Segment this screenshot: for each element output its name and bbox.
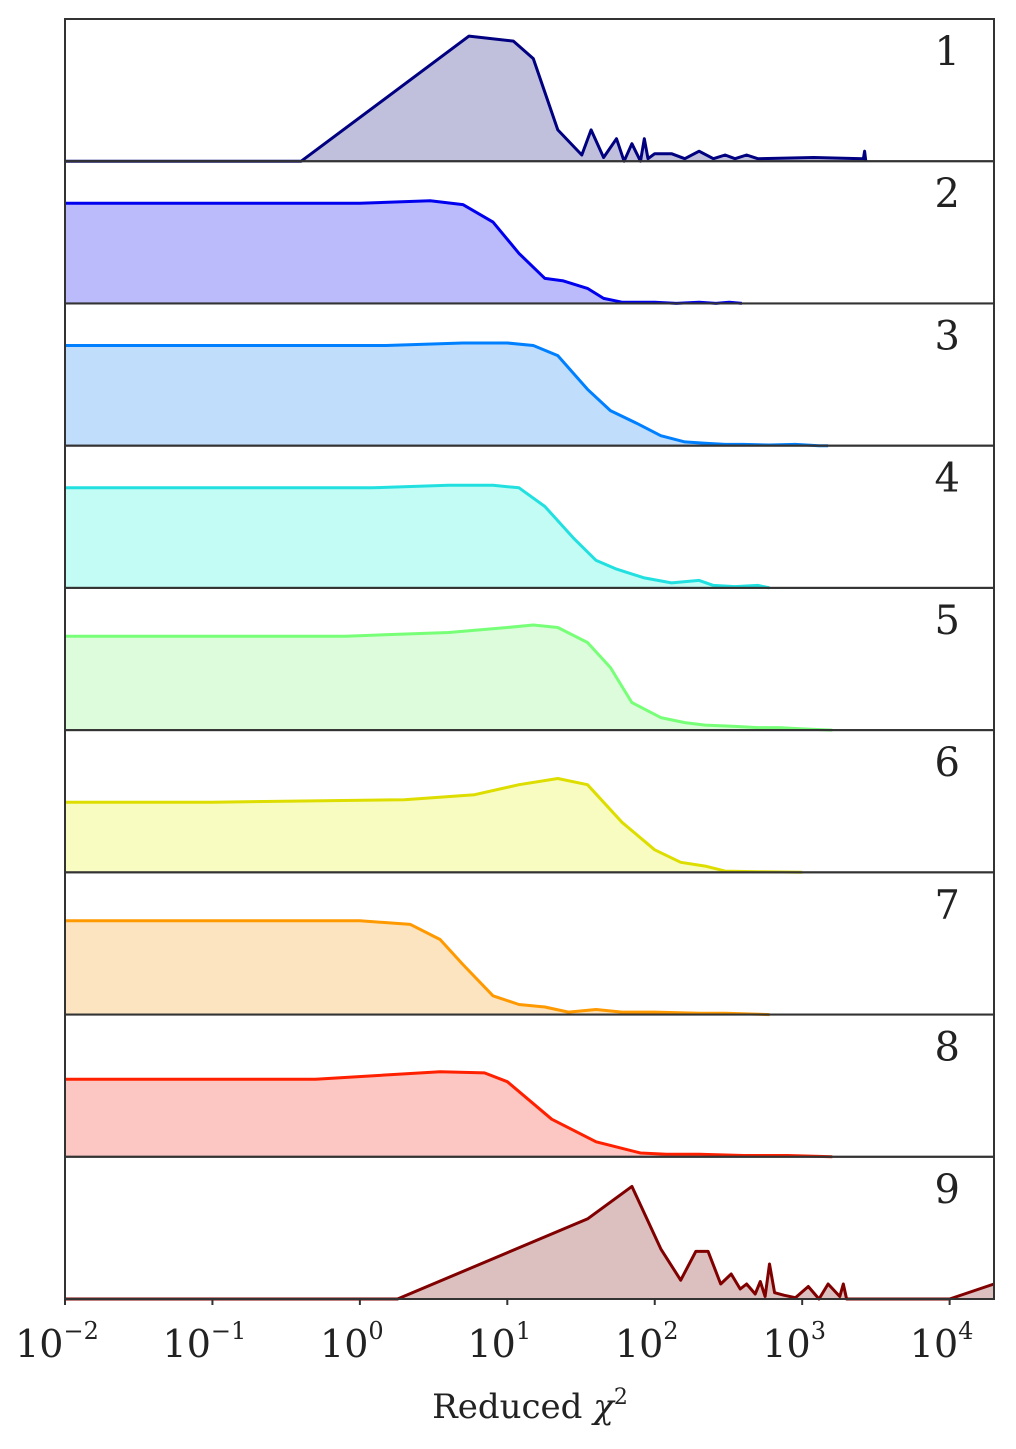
x-axis-label: Reduced χ2 — [432, 1385, 628, 1427]
panel-label-3: 3 — [935, 313, 960, 359]
panel-label-1: 1 — [935, 29, 960, 75]
panel-7: 7 — [64, 871, 995, 1017]
series-area-5 — [65, 625, 833, 731]
x-tick-label-1: 10−1 — [163, 1317, 247, 1366]
x-axis: 10−2 10−1 100 101 102 103 104 — [15, 1299, 973, 1366]
x-tick-4: 102 — [615, 1299, 679, 1366]
x-tick-0: 10−2 — [15, 1299, 99, 1366]
x-axis-label-text: Reduced — [432, 1387, 582, 1427]
x-tick-label-5: 103 — [762, 1317, 826, 1366]
x-tick-5: 103 — [762, 1299, 826, 1366]
x-tick-6: 104 — [910, 1299, 974, 1366]
panel-frame-9 — [64, 1155, 995, 1301]
series-area-2 — [65, 200, 742, 304]
x-tick-1: 10−1 — [163, 1299, 247, 1366]
panel-6: 6 — [64, 729, 995, 874]
x-axis-label-exponent: 2 — [614, 1385, 628, 1410]
series-area-7 — [65, 920, 770, 1015]
series-line-6 — [65, 777, 803, 874]
series-line-7 — [65, 919, 770, 1017]
x-tick-label-0: 10−2 — [15, 1317, 99, 1366]
panel-label-9: 9 — [935, 1167, 960, 1213]
panel-label-6: 6 — [935, 740, 960, 786]
chart-panels: 1 2 3 4 5 6 7 8 9 — [64, 18, 995, 1301]
series-area-9 — [65, 1186, 994, 1299]
series-area-8 — [65, 1071, 833, 1157]
panel-4: 4 — [64, 444, 995, 590]
series-line-9 — [65, 1184, 995, 1301]
series-area-3 — [65, 343, 829, 446]
panel-8: 8 — [64, 1013, 995, 1159]
series-area-1 — [65, 36, 866, 162]
x-tick-2: 100 — [320, 1299, 384, 1366]
panel-9: 9 — [64, 1155, 995, 1301]
x-axis-label-symbol: χ — [591, 1387, 616, 1427]
x-tick-label-3: 101 — [467, 1317, 531, 1366]
panel-5: 5 — [64, 586, 995, 732]
panel-label-7: 7 — [935, 882, 960, 928]
x-tick-3: 101 — [467, 1299, 531, 1366]
panel-label-8: 8 — [935, 1025, 960, 1071]
series-area-6 — [65, 778, 803, 873]
series-line-8 — [65, 1070, 833, 1159]
x-tick-label-2: 100 — [320, 1317, 384, 1366]
series-line-5 — [65, 623, 833, 732]
panel-label-4: 4 — [935, 456, 960, 502]
panel-label-5: 5 — [935, 598, 960, 644]
panel-3: 3 — [64, 302, 995, 448]
series-area-4 — [65, 485, 770, 588]
series-line-4 — [65, 483, 770, 590]
series-line-1 — [65, 34, 868, 163]
panel-1: 1 — [64, 18, 995, 163]
panel-label-2: 2 — [935, 171, 960, 217]
panel-2: 2 — [64, 160, 995, 305]
x-tick-label-6: 104 — [910, 1317, 974, 1366]
x-tick-label-4: 102 — [615, 1317, 679, 1366]
